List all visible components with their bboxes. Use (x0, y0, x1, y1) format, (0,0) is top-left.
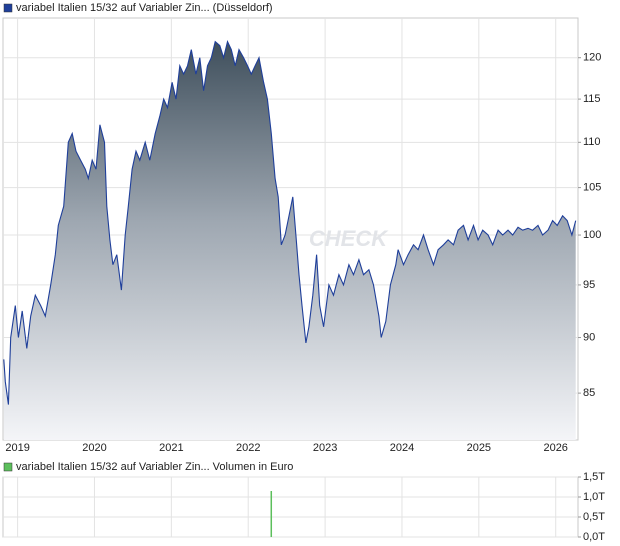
volume-bar (270, 491, 273, 537)
y-tick-label: 120 (583, 52, 601, 64)
price-area (3, 41, 576, 440)
x-tick-label: 2021 (159, 442, 183, 454)
y-tick-label: 110 (583, 136, 601, 148)
legend-marker (3, 3, 13, 13)
legend-marker (3, 462, 13, 472)
x-tick-label: 2022 (236, 442, 260, 454)
y-tick-label: 90 (583, 331, 595, 343)
x-tick-label: 2026 (543, 442, 567, 454)
x-tick-label: 2023 (313, 442, 337, 454)
y-tick-label: 0,5T (583, 511, 605, 523)
y-tick-label: 0,0T (583, 531, 605, 543)
y-tick-label: 1,0T (583, 491, 605, 503)
y-tick-label: 95 (583, 279, 595, 291)
x-tick-label: 2020 (82, 442, 106, 454)
x-tick-label: 2024 (390, 442, 414, 454)
y-tick-label: 100 (583, 229, 601, 241)
price-line (3, 39, 577, 405)
legend-label: variabel Italien 15/32 auf Variabler Zin… (16, 461, 293, 473)
x-tick-label: 2019 (5, 442, 29, 454)
legend-label: variabel Italien 15/32 auf Variabler Zin… (16, 2, 273, 14)
y-tick-label: 105 (583, 181, 601, 193)
x-tick-label: 2025 (467, 442, 491, 454)
watermark: CHECK (309, 226, 389, 251)
y-tick-label: 1,5T (583, 471, 605, 483)
y-tick-label: 85 (583, 387, 595, 399)
plot-frame (2, 476, 579, 538)
y-tick-label: 115 (583, 93, 601, 105)
